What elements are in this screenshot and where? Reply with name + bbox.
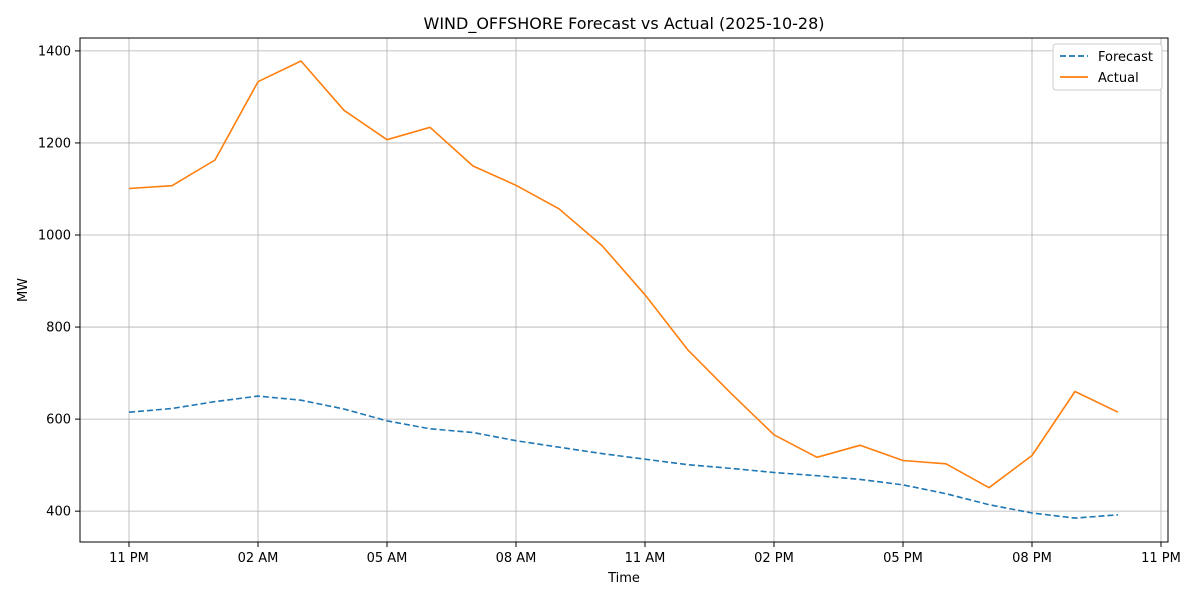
y-tick-label: 600 — [46, 413, 71, 428]
x-tick-label: 08 AM — [496, 551, 537, 566]
y-tick-label: 1000 — [38, 228, 71, 243]
plot-frame — [79, 37, 1169, 543]
x-tick-label: 11 PM — [1141, 551, 1181, 566]
x-tick-label: 08 PM — [1012, 551, 1052, 566]
legend-label-actual: Actual — [1098, 71, 1139, 86]
x-tick-label: 02 AM — [238, 551, 279, 566]
x-tick-label: 11 PM — [109, 551, 149, 566]
y-tick-label: 400 — [46, 505, 71, 520]
y-tick-label: 1200 — [38, 136, 71, 151]
chart-title: WIND_OFFSHORE Forecast vs Actual (2025-1… — [424, 14, 825, 34]
x-tick-label: 05 AM — [367, 551, 408, 566]
x-axis-label: Time — [607, 571, 640, 586]
x-tick-label: 05 PM — [883, 551, 923, 566]
axis-ticks: 11 PM 02 AM 05 AM 08 AM 11 AM 02 PM 05 PM 08 PM… — [38, 44, 1181, 566]
y-tick-label: 1400 — [38, 44, 71, 59]
series-line-actual — [128, 60, 1119, 489]
y-axis-label: MW — [16, 278, 31, 302]
x-tick-label: 11 AM — [625, 551, 666, 566]
legend-label-forecast: Forecast — [1098, 50, 1153, 65]
legend: Forecast Actual — [1052, 43, 1163, 91]
plot-series — [128, 60, 1119, 519]
x-tick-label: 02 PM — [754, 551, 794, 566]
y-tick-label: 800 — [46, 321, 71, 336]
series-line-forecast — [128, 395, 1119, 519]
grid-lines — [80, 38, 1168, 542]
